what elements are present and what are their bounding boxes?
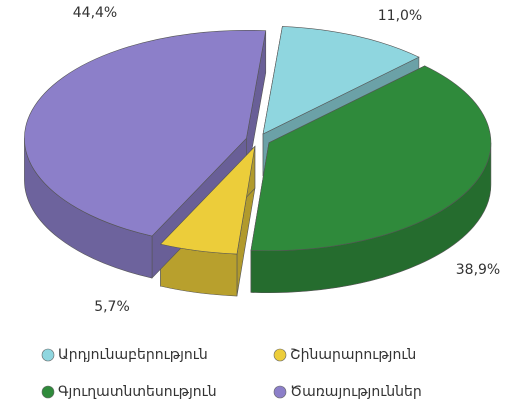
legend-marker	[41, 348, 55, 362]
legend-marker	[273, 385, 287, 399]
slice	[159, 145, 256, 255]
data-label: 5,7%	[94, 299, 130, 315]
legend-label: Շինարարություն	[290, 347, 416, 363]
data-label: 44,4%	[73, 5, 117, 21]
data-label: 38,9%	[456, 262, 500, 278]
slice	[262, 26, 420, 135]
legend-label: Արդյունաբերություն	[58, 347, 208, 363]
data-label: 11,0%	[378, 8, 422, 24]
pie-tops	[24, 26, 492, 255]
legend-label: Ծառայություններ	[290, 384, 422, 400]
slice	[24, 30, 267, 237]
legend-label: Գյուղատնտեսություն	[58, 384, 217, 400]
legend-marker	[41, 385, 55, 399]
legend-marker	[273, 348, 287, 362]
slice	[250, 65, 492, 252]
